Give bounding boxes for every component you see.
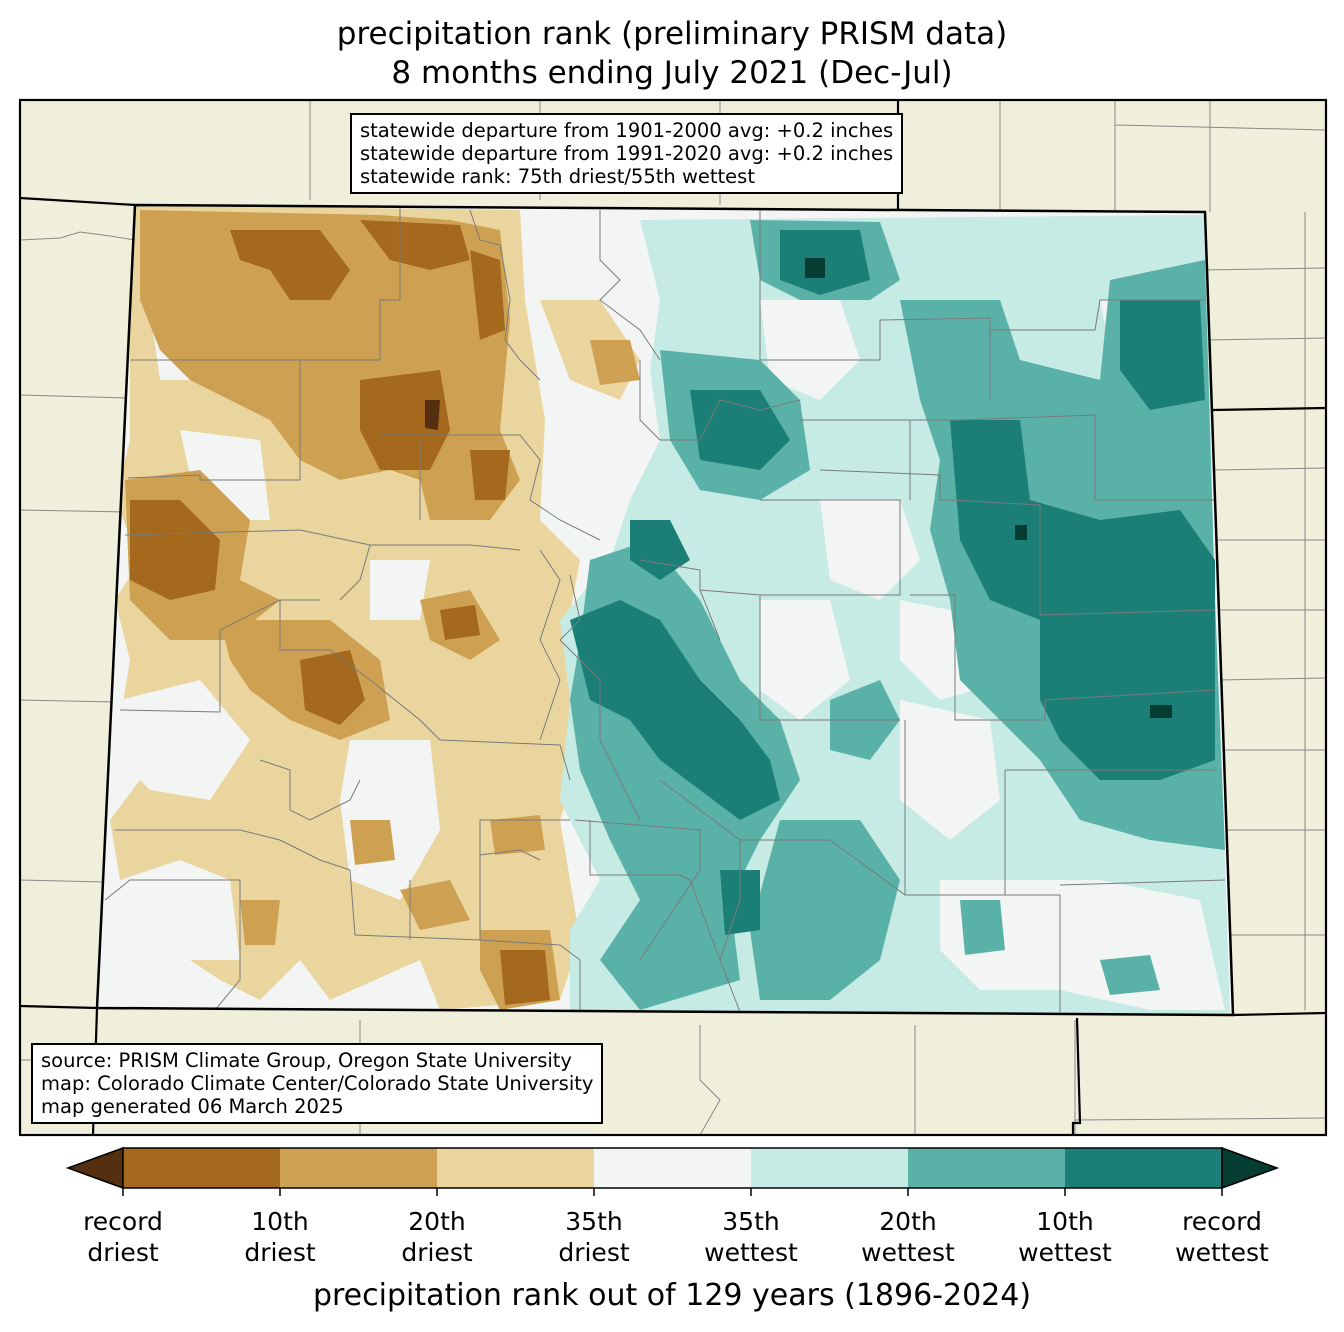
source-line-2: map: Colorado Climate Center/Colorado St…	[41, 1072, 594, 1095]
colorbar-tick-label: 35th driest	[558, 1207, 630, 1267]
source-line-3: map generated 06 March 2025	[41, 1095, 344, 1118]
colorbar-segment-record-wettest	[1221, 1146, 1280, 1190]
map-title-line2: 8 months ending July 2021 (Dec-Jul)	[391, 55, 953, 91]
colorbar-segment-normal	[594, 1148, 751, 1188]
colorbar-segment-record-driest	[65, 1146, 124, 1190]
colorbar-segment-20th-driest	[280, 1148, 437, 1188]
colorbar-tick-label: 20th driest	[401, 1207, 473, 1267]
colorbar-tick-label: 10th driest	[244, 1207, 316, 1267]
neighbor-county-lines	[19, 100, 1327, 1136]
county-lines	[104, 205, 1226, 1013]
colorbar-tick-label: record driest	[83, 1207, 163, 1267]
stats-line-2: statewide departure from 1991-2020 avg: …	[360, 142, 894, 165]
colorbar-tick-label: 20th wettest	[861, 1207, 955, 1267]
colorbar-tick-label: record wettest	[1175, 1207, 1269, 1267]
map-title-line1: precipitation rank (preliminary PRISM da…	[336, 16, 1008, 52]
colorbar-tick-label: 10th wettest	[1018, 1207, 1112, 1267]
colorbar-segment-10th-wettest	[1065, 1148, 1222, 1188]
colorbar-segment-10th-driest	[123, 1148, 280, 1188]
colorado-border	[95, 203, 1235, 1017]
source-box: source: PRISM Climate Group, Oregon Stat…	[31, 1043, 604, 1124]
colorado-rank-field	[97, 205, 1233, 1015]
statewide-stats-box: statewide departure from 1901-2000 avg: …	[350, 113, 904, 194]
stats-line-3: statewide rank: 75th driest/55th wettest	[360, 165, 755, 188]
stats-line-1: statewide departure from 1901-2000 avg: …	[360, 119, 894, 142]
source-line-1: source: PRISM Climate Group, Oregon Stat…	[41, 1049, 572, 1072]
colorbar-segment-35th-driest	[437, 1148, 594, 1188]
colorbar-tick-label: 35th wettest	[704, 1207, 798, 1267]
colorbar-title: precipitation rank out of 129 years (189…	[312, 1278, 1032, 1313]
colorbar-segment-35th-wettest	[751, 1148, 908, 1188]
colorbar-segment-20th-wettest	[908, 1148, 1065, 1188]
